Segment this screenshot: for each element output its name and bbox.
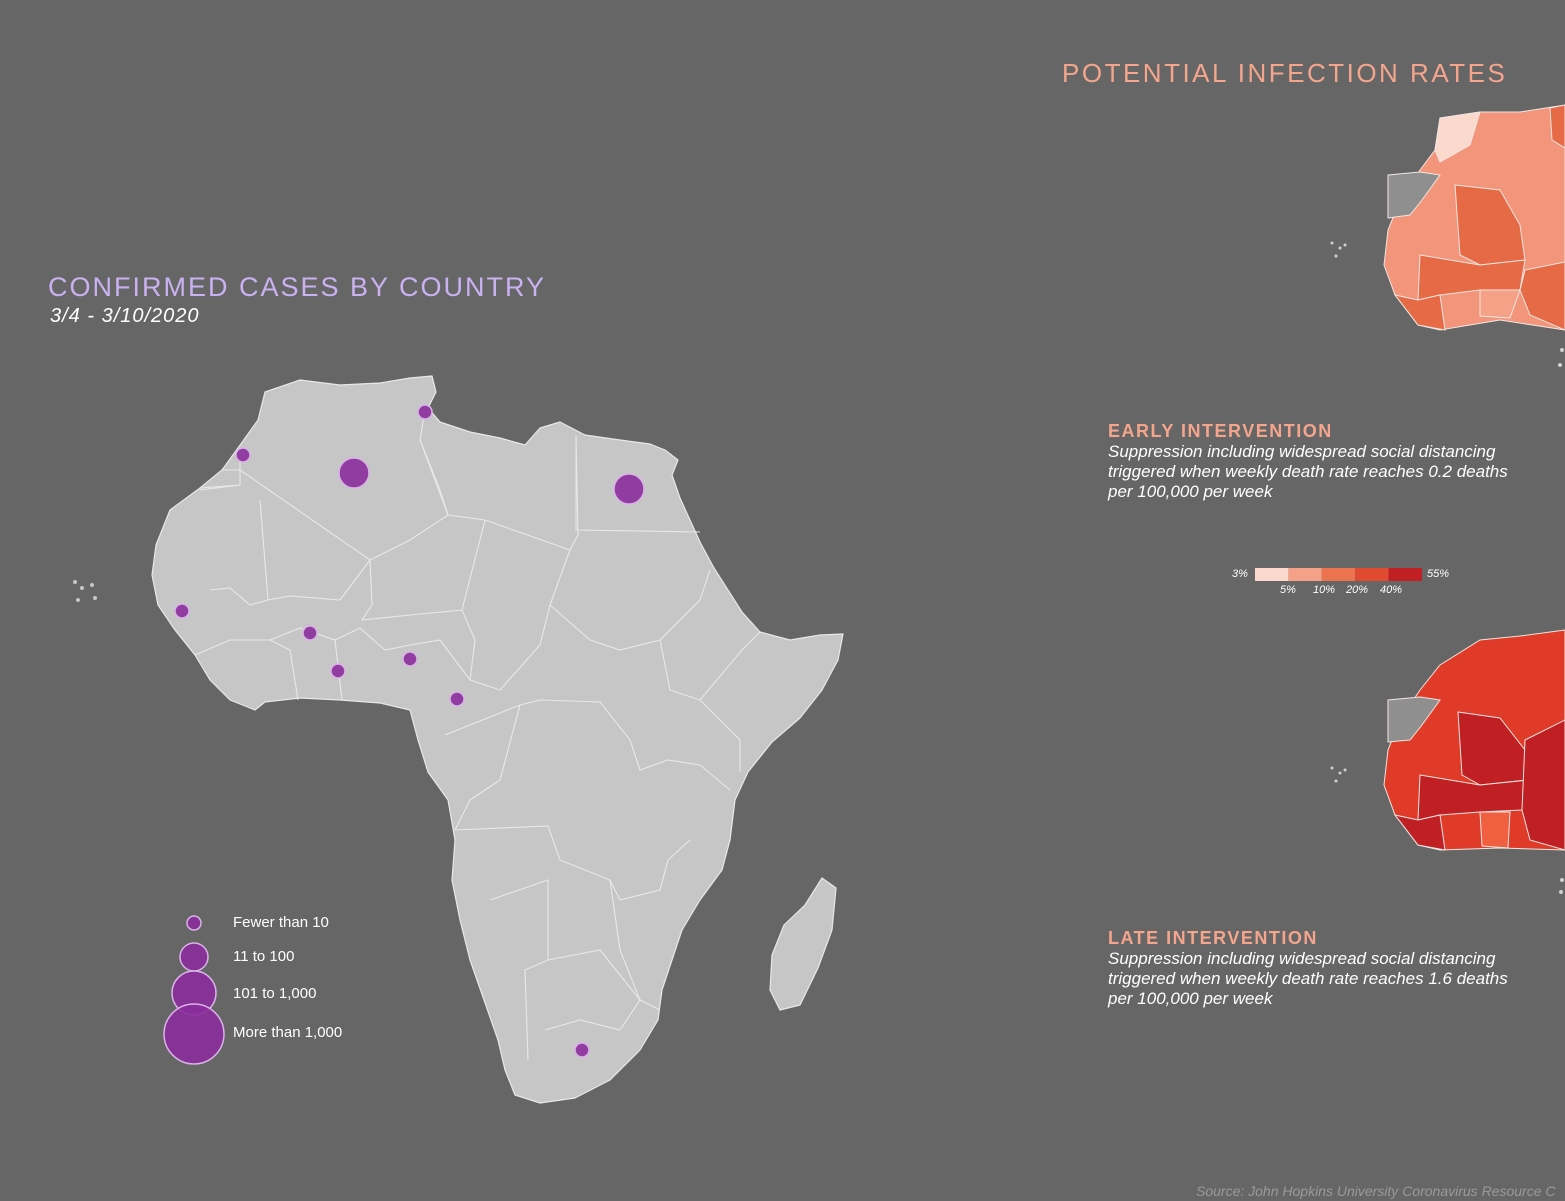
africa-continent: [151, 375, 844, 1104]
legend-bubble-xlarge: [163, 1003, 225, 1065]
case-bubble[interactable]: [174, 603, 190, 619]
scale-tick-label: 20%: [1346, 584, 1369, 596]
case-bubble[interactable]: [235, 447, 251, 463]
scale-max-label: 55%: [1427, 568, 1450, 580]
confirmed-cases-title: CONFIRMED CASES BY COUNTRY: [48, 272, 547, 302]
scale-tick-label: 10%: [1313, 584, 1336, 596]
legend-bubble-small: [186, 915, 202, 931]
late-intervention-map: [1383, 629, 1565, 851]
scale-swatch: [1321, 568, 1356, 581]
case-bubble[interactable]: [330, 663, 346, 679]
legend-label-11-to-100: 11 to 100: [233, 948, 295, 965]
legend-label-fewer-than-10: Fewer than 10: [233, 914, 329, 931]
early-intervention-description: Suppression including widespread social …: [1108, 442, 1508, 501]
legend-bubble-medium: [179, 942, 209, 972]
late-intervention-heading: LATE INTERVENTION: [1108, 928, 1318, 948]
madagascar: [769, 877, 837, 1011]
case-bubble[interactable]: [574, 1042, 590, 1058]
early-islands: [1330, 241, 1564, 367]
case-bubble[interactable]: [613, 473, 645, 505]
scale-swatch: [1388, 568, 1422, 581]
case-bubble[interactable]: [449, 691, 465, 707]
case-bubble[interactable]: [402, 651, 418, 667]
western-sahara: [198, 469, 241, 489]
case-bubbles: [174, 404, 645, 1058]
scale-swatch: [1355, 568, 1389, 581]
legend-label-more-than-1000: More than 1,000: [233, 1024, 343, 1041]
infection-rate-scale: [1255, 568, 1422, 581]
late-intervention-description: Suppression including widespread social …: [1108, 949, 1508, 1008]
scale-tick-label: 40%: [1380, 584, 1403, 596]
case-bubble[interactable]: [338, 457, 370, 489]
early-intervention-map: [1383, 104, 1565, 331]
potential-infection-title: POTENTIAL INFECTION RATES: [1062, 58, 1508, 88]
scale-tick-label: 5%: [1280, 584, 1296, 596]
scale-swatch: [1288, 568, 1322, 581]
scale-swatch: [1255, 568, 1289, 581]
legend-label-101-to-1000: 101 to 1,000: [233, 985, 317, 1002]
early-intervention-heading: EARLY INTERVENTION: [1108, 421, 1333, 441]
date-range: 3/4 - 3/10/2020: [50, 305, 200, 327]
africa-landmass: [151, 375, 844, 1104]
source-credit: Source: John Hopkins University Coronavi…: [1196, 1183, 1556, 1199]
cape-verde-islands: [73, 580, 97, 602]
late-islands: [1330, 766, 1564, 894]
scale-min-label: 3%: [1232, 568, 1248, 580]
case-bubble[interactable]: [302, 625, 318, 641]
legend-bubbles: [163, 915, 225, 1065]
case-bubble[interactable]: [417, 404, 433, 420]
